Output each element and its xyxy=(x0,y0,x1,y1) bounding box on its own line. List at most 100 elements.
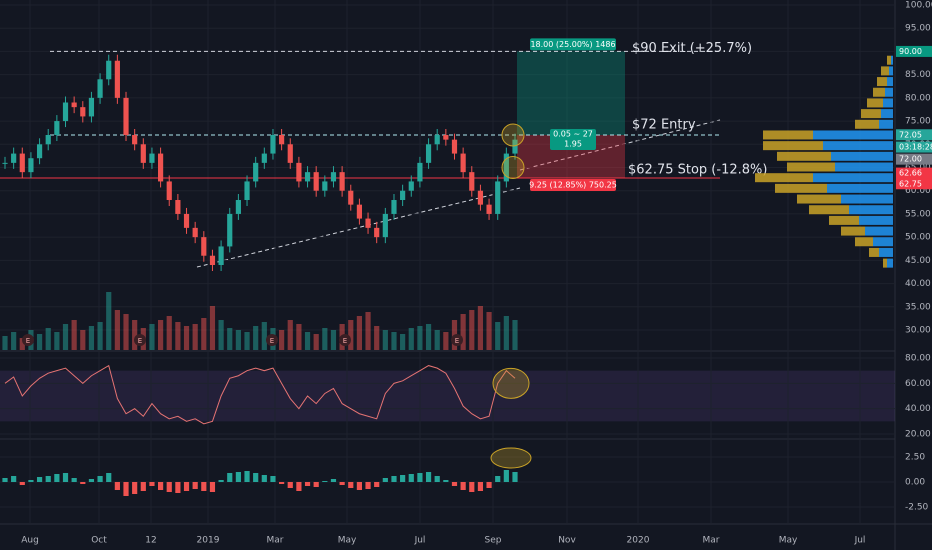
macd-bar xyxy=(469,482,475,492)
profile-buy xyxy=(877,77,887,87)
volume-bar xyxy=(106,292,112,350)
candle xyxy=(88,97,95,117)
entry-box-text: 0.05 ~ 27 xyxy=(553,130,593,139)
macd-bar xyxy=(400,475,406,482)
macd-bar xyxy=(279,482,285,484)
time-label: Jul xyxy=(854,536,866,546)
profile-sell xyxy=(891,55,893,65)
time-label: Mar xyxy=(703,536,720,546)
price-tag-label: 62.66 xyxy=(899,169,922,178)
macd-bar xyxy=(54,474,60,482)
stop-box-text: 9.25 (12.85%) 750.25 xyxy=(529,180,617,189)
profile-buy xyxy=(881,66,889,76)
candle xyxy=(296,162,302,182)
price-tag xyxy=(896,153,932,165)
macd-bar xyxy=(460,482,466,490)
candle xyxy=(391,200,397,214)
macd-bar xyxy=(313,482,319,487)
volume-bar xyxy=(477,306,484,350)
candle xyxy=(443,135,449,140)
macd-bar xyxy=(132,482,138,494)
time-label: Oct xyxy=(91,536,107,546)
macd-bar xyxy=(235,472,241,482)
highlight xyxy=(492,367,530,399)
macd-bar xyxy=(287,482,293,488)
candle xyxy=(348,190,354,205)
macd-bar xyxy=(425,472,432,482)
macd-bar xyxy=(227,473,233,482)
macd-bar xyxy=(36,477,43,482)
macd-bar xyxy=(417,473,423,482)
price-tag-label: 72.05 xyxy=(899,130,922,139)
earnings-label: E xyxy=(138,337,142,345)
highlight xyxy=(501,156,525,180)
macd-bar xyxy=(270,476,276,482)
macd-bar xyxy=(192,482,198,489)
volume-bar xyxy=(434,330,440,350)
candle xyxy=(460,153,466,173)
macd-bar xyxy=(183,482,190,491)
macd-bar xyxy=(71,478,77,482)
volume-bar xyxy=(330,330,337,350)
profile-sell xyxy=(879,247,893,257)
macd-bar xyxy=(175,482,181,493)
macd-bar xyxy=(382,478,388,482)
macd-bar xyxy=(2,478,8,482)
profile-sell xyxy=(813,173,893,183)
volume-bar xyxy=(201,318,207,350)
time-label: May xyxy=(779,536,798,546)
volume-bar xyxy=(149,324,155,350)
price-tick-label: 55.00 xyxy=(905,209,931,219)
volume-bar xyxy=(209,306,216,350)
earnings-marker xyxy=(22,334,34,346)
earnings-label: E xyxy=(270,337,274,345)
earnings-marker xyxy=(134,334,146,346)
candle xyxy=(192,227,198,238)
macd-bar xyxy=(365,482,371,489)
profile-sell xyxy=(827,183,893,193)
volume-bar xyxy=(400,334,406,350)
price-tick-label: 80.00 xyxy=(905,93,931,103)
price-tag-label: 90.00 xyxy=(899,47,922,56)
earnings-label: E xyxy=(26,337,30,345)
volume-bar xyxy=(132,320,138,350)
entry-box xyxy=(550,129,596,151)
volume-bar xyxy=(469,310,475,350)
profile-sell xyxy=(831,151,893,161)
macd-bar xyxy=(391,476,397,482)
candle xyxy=(123,97,129,136)
price-tick-label: 45.00 xyxy=(905,256,931,266)
price-tag xyxy=(896,141,932,153)
macd-bar xyxy=(356,482,362,490)
volume-bar xyxy=(512,320,518,350)
time-label: Nov xyxy=(558,536,576,546)
price-tag xyxy=(896,129,932,141)
profile-sell xyxy=(813,130,893,140)
candle xyxy=(374,227,380,238)
volume-bar xyxy=(356,316,362,350)
candle xyxy=(400,190,406,201)
macd-bar xyxy=(149,482,155,486)
candle xyxy=(451,139,458,154)
candle xyxy=(106,60,112,80)
profile-sell xyxy=(883,98,893,108)
profile-sell xyxy=(879,119,893,129)
macd-tick-label: 0.00 xyxy=(905,478,925,488)
price-tag xyxy=(896,45,932,57)
macd-bar xyxy=(451,482,458,486)
profile-sell xyxy=(849,205,893,215)
entry-label: $72 Entry xyxy=(632,118,696,133)
macd-bar xyxy=(304,482,311,486)
volume-bar xyxy=(114,310,120,350)
candle xyxy=(279,135,285,145)
volume-bar xyxy=(183,326,190,350)
candle xyxy=(261,153,267,163)
volume-bar xyxy=(382,330,388,350)
candle xyxy=(382,213,388,238)
volume-bar xyxy=(460,314,466,350)
profile-buy xyxy=(873,87,885,97)
candle xyxy=(97,79,103,98)
volume-bar xyxy=(443,332,449,350)
candle xyxy=(339,172,345,191)
